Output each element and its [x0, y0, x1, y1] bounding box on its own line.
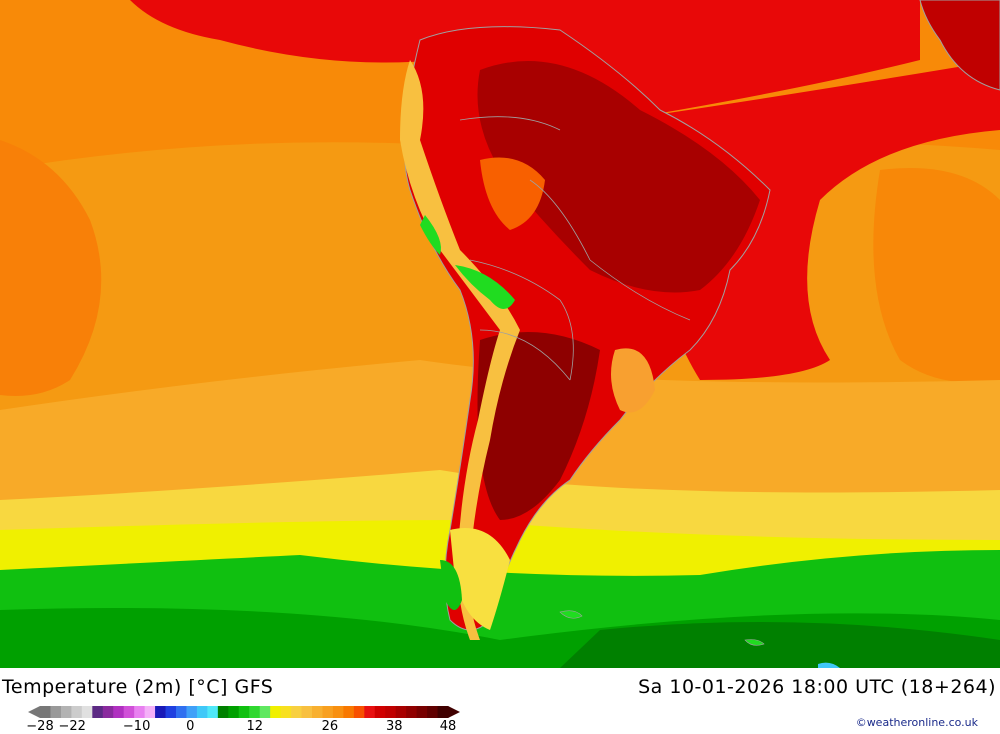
- country-borders: [459, 116, 691, 381]
- legend-swatch: [353, 706, 365, 718]
- legend-bar: [28, 706, 460, 718]
- map-canvas: [0, 0, 1000, 668]
- patagonia-green: [440, 560, 462, 610]
- legend-tick-label: 12: [246, 719, 264, 734]
- legend-swatch: [291, 706, 303, 718]
- legend-swatch: [81, 706, 93, 718]
- legend-swatch: [60, 706, 72, 718]
- legend-tick-label: 0: [186, 719, 195, 734]
- legend-swatch: [301, 706, 313, 718]
- legend-swatch: [217, 706, 229, 718]
- pacific-west-orange: [0, 140, 102, 396]
- patagonia-yellow: [450, 528, 510, 630]
- legend-swatch: [427, 706, 439, 718]
- legend-arrow-left: [28, 706, 40, 718]
- legend-tick-label: −22: [58, 719, 86, 734]
- legend-swatch: [113, 706, 125, 718]
- legend-tick-label: 38: [386, 719, 403, 734]
- legend-swatch: [134, 706, 146, 718]
- temperature-map[interactable]: [0, 0, 1000, 668]
- legend-swatch: [322, 706, 334, 718]
- valid-time: Sa 10-01-2026 18:00 UTC (18+264): [638, 676, 996, 698]
- legend-swatch: [249, 706, 261, 718]
- legend-swatch: [416, 706, 428, 718]
- legend-swatch: [228, 706, 240, 718]
- legend-tick-label: −10: [122, 719, 151, 734]
- brazil-dark-core: [477, 61, 760, 293]
- legend-swatch: [165, 706, 177, 718]
- legend-swatch: [364, 706, 376, 718]
- legend-swatch: [238, 706, 250, 718]
- legend-swatch: [343, 706, 355, 718]
- legend-swatch: [155, 706, 167, 718]
- legend-swatch: [270, 706, 282, 718]
- legend-swatch: [312, 706, 323, 718]
- africa-corner: [919, 0, 1000, 91]
- east-orange-blob: [873, 168, 1000, 383]
- legend-swatch: [385, 706, 397, 718]
- darkest-green-band: [560, 622, 1000, 668]
- legend-swatch: [406, 706, 418, 718]
- andes-green-south: [455, 265, 515, 309]
- legend-tick-label: −28: [26, 719, 54, 734]
- falkland-islands: [559, 610, 583, 619]
- amazon-orange-patch: [480, 157, 545, 230]
- antarctic-peninsula-tip: [818, 662, 840, 668]
- map-title: Temperature (2m) [°C] GFS: [2, 676, 274, 698]
- legend-swatch: [196, 706, 208, 718]
- legend-swatch: [280, 706, 292, 718]
- legend-swatch: [176, 706, 187, 718]
- southern-brazil-pale: [611, 348, 655, 413]
- legend-swatch: [92, 706, 104, 718]
- legend-swatch: [259, 706, 271, 718]
- legend-arrow-right: [448, 706, 460, 718]
- legend-swatch: [144, 706, 156, 718]
- south-georgia: [744, 639, 765, 646]
- legend-swatch: [71, 706, 83, 718]
- legend-swatch: [123, 706, 135, 718]
- legend-swatch: [395, 706, 407, 718]
- legend-swatch: [437, 706, 449, 718]
- legend-swatch: [332, 706, 344, 718]
- andes-yellow: [400, 60, 520, 640]
- legend-swatch: [207, 706, 219, 718]
- legend-tick-label: 48: [439, 719, 457, 734]
- legend-swatch: [40, 706, 51, 718]
- legend-swatch: [186, 706, 198, 718]
- legend-tick-label: 26: [321, 719, 339, 734]
- legend-swatch: [374, 706, 386, 718]
- legend-swatch: [102, 706, 114, 718]
- color-legend: −28 −22 −10 0 12 26 38 48: [26, 704, 468, 734]
- credit-link[interactable]: ©weatheronline.co.uk: [855, 716, 978, 729]
- legend-swatch: [50, 706, 62, 718]
- andes-green-north: [420, 215, 441, 255]
